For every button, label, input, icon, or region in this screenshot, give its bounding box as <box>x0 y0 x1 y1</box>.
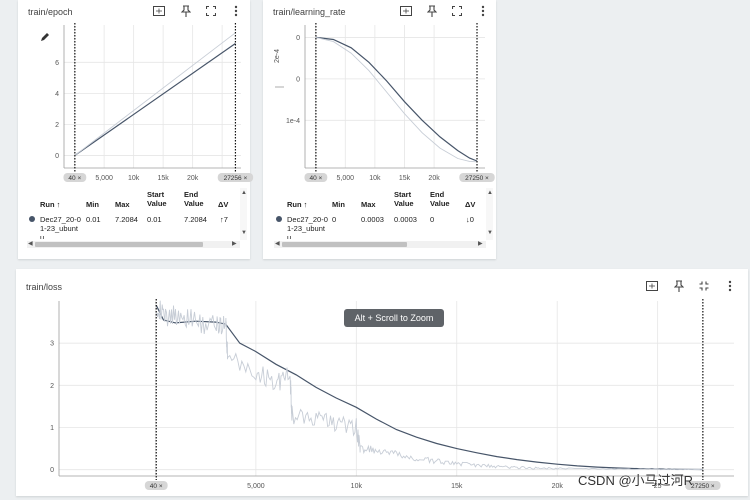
card-title: train/loss <box>26 282 63 292</box>
col-start[interactable]: Start Value <box>394 190 414 208</box>
run-name: Dec27_20-01-23_ubuntu <box>287 215 328 239</box>
range-end-chip <box>685 481 721 490</box>
col-min[interactable]: Min <box>86 200 99 209</box>
lr-chart[interactable]: 0 0 1e-4 0 0 5,000 10k 15k 20k 40 × 27250 × 2e-4 <box>263 0 496 259</box>
run-delta: ↓0 <box>466 215 474 224</box>
y-tick-label: 0 <box>55 153 59 160</box>
col-run[interactable]: Run ↑ <box>287 200 308 209</box>
col-run[interactable]: Run ↑ <box>40 200 61 209</box>
run-start: 0.01 <box>147 215 162 224</box>
range-start-chip <box>63 173 87 182</box>
fullscreen-icon[interactable] <box>450 4 464 18</box>
epoch-run-table: Run ↑ Min Max Start Value End Value ΔV D… <box>18 188 250 239</box>
run-min: 0.01 <box>86 215 101 224</box>
x-tick-label: 5,000 <box>247 483 265 490</box>
series-line-raw <box>315 36 478 163</box>
y-tick-label: 0 <box>296 76 300 83</box>
x-tick-label: 15k <box>451 483 463 490</box>
x-tick-label: 5,000 <box>336 175 354 182</box>
x-tick-label: 20k <box>187 175 199 182</box>
y-tick-label: 0 <box>50 467 54 474</box>
fit-domain-icon[interactable] <box>645 279 659 293</box>
col-delta[interactable]: ΔV <box>218 200 229 209</box>
x-tick-label: 10k <box>369 175 381 182</box>
table-vertical-scrollbar[interactable]: ▲ ▼ <box>486 188 493 240</box>
y-tick-label: 2 <box>55 122 59 129</box>
y-tick-label: 0 <box>296 35 300 42</box>
range-end-chip <box>459 173 495 182</box>
run-max: 7.2084 <box>115 215 138 224</box>
range-start-chip <box>304 173 328 182</box>
col-max[interactable]: Max <box>115 200 130 209</box>
card-title: train/epoch <box>28 7 73 17</box>
run-end: 7.2084 <box>184 215 207 224</box>
epoch-card: train/epoch 0246005,00010k15k20k240 ×272… <box>18 0 254 259</box>
x-tick-label: 25 <box>654 483 662 490</box>
range-chip-label: 27250 × <box>691 483 715 490</box>
fit-domain-icon[interactable] <box>152 4 166 18</box>
y-tick-label: 6 <box>55 60 59 67</box>
pin-icon[interactable] <box>425 4 439 18</box>
y-tick-label: 1e-4 <box>286 118 300 125</box>
run-color-dot <box>276 216 282 222</box>
zoom-hint-tooltip: Alt + Scroll to Zoom <box>344 309 444 327</box>
run-color-dot <box>29 216 35 222</box>
pin-icon[interactable] <box>672 279 686 293</box>
x-tick-label: 20k <box>428 175 440 182</box>
y-side-label: 2e-4 <box>274 49 281 63</box>
col-start[interactable]: Start Value <box>147 190 167 208</box>
x-tick-label: 20k <box>552 483 564 490</box>
range-chip-label: 27250 × <box>465 175 489 182</box>
run-min: 0 <box>332 215 337 224</box>
table-horizontal-scrollbar[interactable]: ◀ ▶ <box>27 241 240 248</box>
run-end: 0 <box>430 215 435 224</box>
col-delta[interactable]: ΔV <box>465 200 476 209</box>
range-chip-label: 27256 × <box>224 175 248 182</box>
series-line-raw <box>74 32 236 156</box>
series-line-smoothed <box>74 43 236 156</box>
x-tick-label: 10k <box>351 483 363 490</box>
series-line-raw <box>155 300 703 471</box>
range-chip-label: 40 × <box>150 483 163 490</box>
table-vertical-scrollbar[interactable]: ▲ ▼ <box>240 188 247 240</box>
lr-run-table: Run ↑ Min Max Start Value End Value ΔV D… <box>263 188 496 239</box>
pencil-icon[interactable] <box>38 30 52 44</box>
y-tick-label: 4 <box>55 91 59 98</box>
epoch-chart[interactable]: 0246005,00010k15k20k240 ×27256 × <box>18 0 254 259</box>
range-end-chip <box>217 173 254 182</box>
x-tick-label: 5,000 <box>95 175 113 182</box>
col-max[interactable]: Max <box>361 200 376 209</box>
watermark-text: CSDN @小马过河R <box>578 473 694 488</box>
col-min[interactable]: Min <box>332 200 345 209</box>
y-tick-label: 2 <box>50 383 54 390</box>
more-options-icon[interactable] <box>476 4 490 18</box>
run-name: Dec27_20-01-23_ubuntu <box>40 215 81 239</box>
x-tick-label: 10k <box>128 175 140 182</box>
range-start-chip <box>144 481 168 490</box>
series-line-smoothed <box>155 304 703 471</box>
run-delta: ↑7 <box>220 215 228 224</box>
range-chip-label: 40 × <box>309 175 322 182</box>
x-tick-label: 15k <box>157 175 169 182</box>
x-tick-label: 15k <box>399 175 411 182</box>
col-end[interactable]: End Value <box>184 190 204 208</box>
card-title: train/learning_rate <box>273 7 346 17</box>
lr-card: train/learning_rate 0 0 1e-4 0 0 5,000 10k 15k 2… <box>263 0 496 259</box>
series-line-smoothed <box>315 36 478 162</box>
run-max: 0.0003 <box>361 215 384 224</box>
y-tick-label: 1 <box>50 425 54 432</box>
pin-icon[interactable] <box>179 4 193 18</box>
run-start: 0.0003 <box>394 215 417 224</box>
table-horizontal-scrollbar[interactable]: ◀ ▶ <box>274 241 486 248</box>
exit-fullscreen-icon[interactable] <box>697 279 711 293</box>
more-options-icon[interactable] <box>723 279 737 293</box>
y-tick-label: 3 <box>50 341 54 348</box>
fullscreen-icon[interactable] <box>204 4 218 18</box>
fit-domain-icon[interactable] <box>399 4 413 18</box>
range-chip-label: 40 × <box>68 175 81 182</box>
col-end[interactable]: End Value <box>430 190 450 208</box>
more-options-icon[interactable] <box>229 4 243 18</box>
